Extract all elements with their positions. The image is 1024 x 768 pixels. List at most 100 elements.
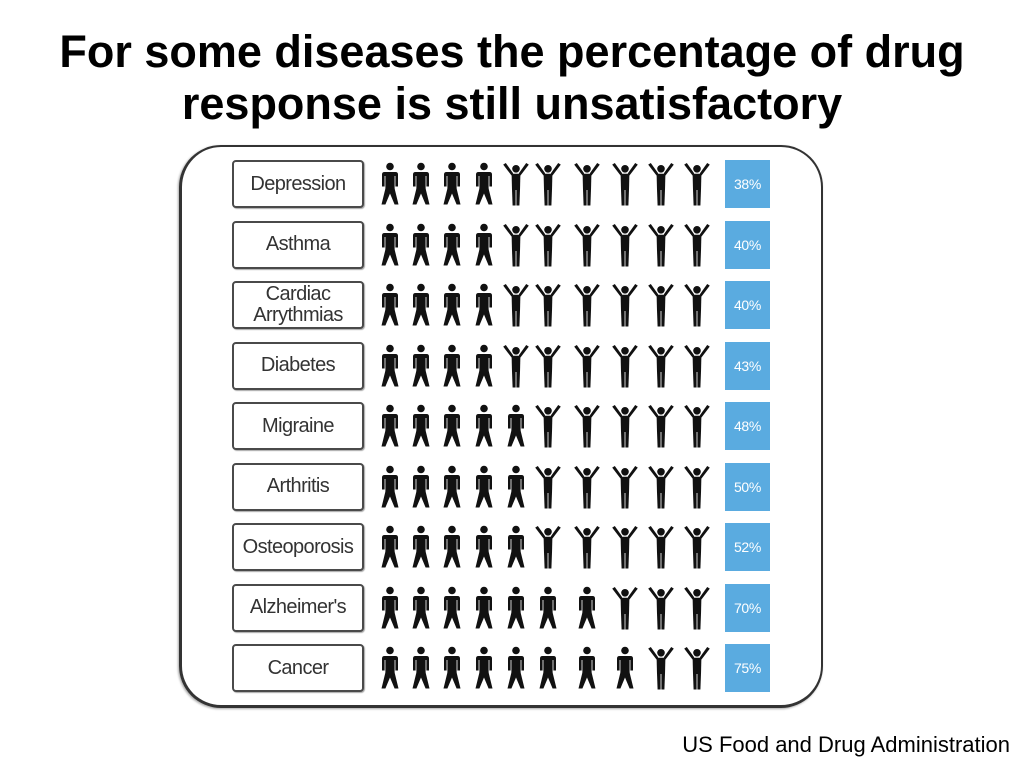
person-arms-down-icon xyxy=(375,344,405,388)
pictograph-row: Migraine 48% xyxy=(179,402,823,450)
person-arms-up-icon xyxy=(610,465,640,509)
person-arms-up-icon xyxy=(501,283,531,327)
person-arms-up-icon xyxy=(572,465,602,509)
person-arms-up-icon xyxy=(682,162,712,206)
person-arms-up-icon xyxy=(533,525,563,569)
person-arms-down-icon xyxy=(501,525,531,569)
person-arms-down-icon xyxy=(437,404,467,448)
person-arms-up-icon xyxy=(533,162,563,206)
person-arms-up-icon xyxy=(572,344,602,388)
pictograph-row: Depression 38% xyxy=(179,160,823,208)
person-arms-down-icon xyxy=(406,404,436,448)
person-arms-down-icon xyxy=(469,344,499,388)
person-arms-down-icon xyxy=(501,646,531,690)
source-credit: US Food and Drug Administration xyxy=(682,732,1010,757)
value-label: 75% xyxy=(725,644,770,692)
person-arms-up-icon xyxy=(572,283,602,327)
person-arms-up-icon xyxy=(682,283,712,327)
value-label: 52% xyxy=(725,523,770,571)
person-arms-down-icon xyxy=(437,283,467,327)
person-arms-up-icon xyxy=(682,586,712,630)
person-arms-down-icon xyxy=(375,465,405,509)
person-arms-up-icon xyxy=(610,404,640,448)
person-arms-down-icon xyxy=(375,223,405,267)
person-arms-up-icon xyxy=(646,586,676,630)
pictograph-row: Asthma 40% xyxy=(179,220,823,269)
value-label: 40% xyxy=(725,220,770,269)
pictograph-row: Cancer 75% xyxy=(179,644,823,692)
person-arms-down-icon xyxy=(501,465,531,509)
value-label: 38% xyxy=(725,160,770,208)
person-arms-up-icon xyxy=(646,344,676,388)
pictograph-chart: Depression 38% Asthma 40% Cardiac Arrythmias… xyxy=(179,145,823,708)
person-arms-up-icon xyxy=(533,344,563,388)
value-label: 70% xyxy=(725,583,770,632)
person-arms-up-icon xyxy=(682,465,712,509)
person-arms-down-icon xyxy=(406,344,436,388)
pictograph-row: Alzheimer's 70% xyxy=(179,583,823,632)
person-arms-up-icon xyxy=(501,223,531,267)
person-arms-down-icon xyxy=(437,525,467,569)
person-arms-down-icon xyxy=(437,646,467,690)
person-arms-down-icon xyxy=(406,525,436,569)
person-arms-down-icon xyxy=(572,586,602,630)
person-arms-up-icon xyxy=(646,465,676,509)
category-label: Migraine xyxy=(232,402,364,450)
person-arms-up-icon xyxy=(501,162,531,206)
person-arms-down-icon xyxy=(469,586,499,630)
person-arms-down-icon xyxy=(437,586,467,630)
value-label: 48% xyxy=(725,402,770,450)
person-arms-up-icon xyxy=(572,404,602,448)
person-arms-up-icon xyxy=(646,525,676,569)
category-label: Diabetes xyxy=(232,341,364,390)
person-arms-down-icon xyxy=(406,283,436,327)
person-arms-up-icon xyxy=(572,525,602,569)
person-arms-down-icon xyxy=(501,586,531,630)
person-arms-down-icon xyxy=(469,404,499,448)
pictograph-row: Arthritis 50% xyxy=(179,462,823,511)
person-arms-up-icon xyxy=(501,344,531,388)
category-label: Cardiac Arrythmias xyxy=(232,281,364,329)
person-arms-up-icon xyxy=(610,283,640,327)
person-arms-down-icon xyxy=(610,646,640,690)
person-arms-down-icon xyxy=(437,223,467,267)
person-arms-down-icon xyxy=(533,586,563,630)
person-arms-up-icon xyxy=(610,344,640,388)
person-arms-up-icon xyxy=(610,223,640,267)
person-arms-up-icon xyxy=(533,404,563,448)
person-arms-up-icon xyxy=(610,162,640,206)
slide-title: For some diseases the percentage of drug… xyxy=(59,26,965,129)
person-arms-up-icon xyxy=(646,646,676,690)
category-label: Alzheimer's xyxy=(232,583,364,632)
person-arms-down-icon xyxy=(437,465,467,509)
person-arms-down-icon xyxy=(406,586,436,630)
value-label: 50% xyxy=(725,462,770,511)
value-label: 40% xyxy=(725,281,770,329)
person-arms-down-icon xyxy=(469,525,499,569)
person-arms-down-icon xyxy=(437,162,467,206)
person-arms-up-icon xyxy=(533,283,563,327)
person-arms-down-icon xyxy=(406,465,436,509)
person-arms-down-icon xyxy=(375,586,405,630)
person-arms-up-icon xyxy=(682,223,712,267)
person-arms-up-icon xyxy=(572,223,602,267)
person-arms-up-icon xyxy=(646,162,676,206)
person-arms-down-icon xyxy=(375,525,405,569)
category-label: Arthritis xyxy=(232,462,364,511)
person-arms-down-icon xyxy=(375,162,405,206)
person-arms-up-icon xyxy=(533,223,563,267)
person-arms-down-icon xyxy=(469,283,499,327)
pictograph-row: Diabetes 43% xyxy=(179,341,823,390)
person-arms-down-icon xyxy=(469,223,499,267)
person-arms-up-icon xyxy=(646,223,676,267)
pictograph-row: Osteoporosis 52% xyxy=(179,523,823,571)
person-arms-down-icon xyxy=(375,646,405,690)
person-arms-up-icon xyxy=(533,465,563,509)
person-arms-up-icon xyxy=(682,404,712,448)
person-arms-up-icon xyxy=(572,162,602,206)
person-arms-down-icon xyxy=(469,162,499,206)
person-arms-down-icon xyxy=(533,646,563,690)
category-label: Asthma xyxy=(232,220,364,269)
person-arms-up-icon xyxy=(682,646,712,690)
person-arms-up-icon xyxy=(610,586,640,630)
